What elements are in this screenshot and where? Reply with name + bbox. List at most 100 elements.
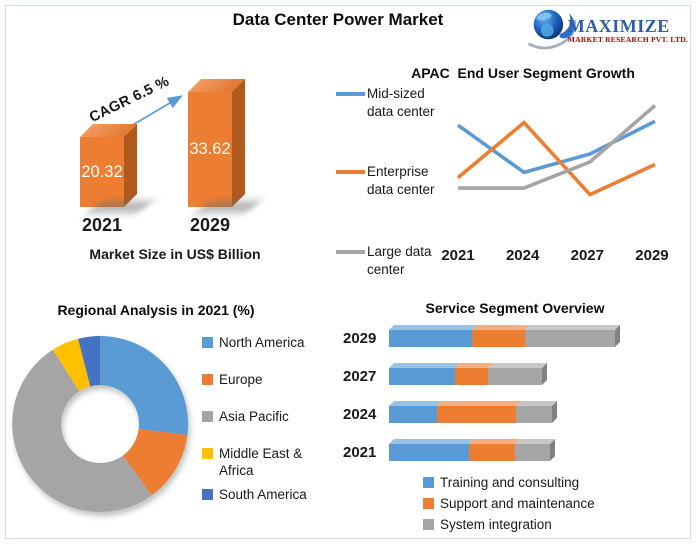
- stacked-legend: Training and consulting Support and main…: [423, 472, 595, 535]
- stacked-bars-area: 2029 2027 2024 2021: [343, 325, 620, 482]
- legend-item-south-america: South America: [202, 486, 327, 503]
- bar-shadow: [87, 201, 153, 213]
- legend-item-mid-sized: Mid-sized data center: [336, 85, 440, 121]
- segment-1: [455, 363, 493, 385]
- legend-item-large: Large data center: [336, 243, 440, 279]
- legend-label: Mid-sized data center: [367, 86, 435, 119]
- bar-end-cap: [615, 325, 620, 347]
- swatch-icon: [202, 337, 213, 348]
- x-tick: 2027: [570, 247, 604, 264]
- pie-segment-0: [100, 336, 188, 435]
- bar-label-2021: 2021: [81, 215, 123, 235]
- segment-top-face: [525, 325, 620, 330]
- stacked-bar-row-2029: 2029: [343, 325, 620, 347]
- segment-1: [472, 325, 530, 347]
- segment-top-face: [515, 439, 555, 444]
- pie-segment-1: [122, 428, 188, 496]
- bar-side-face: [124, 124, 137, 207]
- bar-front-face: 20.32: [80, 137, 124, 207]
- legend-item-north-america: North America: [202, 334, 327, 351]
- donut-chart: [12, 336, 188, 512]
- pie-segment-4: [78, 336, 100, 387]
- bar-label-2029: 2029: [189, 215, 231, 235]
- segment-2: [516, 401, 557, 423]
- segment-top-face: [389, 401, 442, 406]
- segment-top-face: [389, 439, 474, 444]
- swatch-icon: [202, 448, 213, 459]
- row-label: 2021: [343, 444, 377, 461]
- logo-text: MAXIMIZE MARKET RESEARCH PVT. LTD.: [567, 16, 688, 44]
- logo-name: MAXIMIZE: [567, 16, 670, 36]
- bar-2029: 33.62: [188, 79, 261, 213]
- segment-1: [469, 439, 520, 461]
- line-swatch-icon: [336, 250, 365, 254]
- stacked-bar-row-2021: 2021: [343, 439, 615, 461]
- legend-label: Asia Pacific: [219, 409, 289, 424]
- segment-2: [525, 325, 620, 347]
- line-series-1: [456, 120, 656, 197]
- legend-label: Middle East & Africa: [219, 446, 303, 478]
- row-label: 2027: [343, 368, 377, 385]
- chart-title-regional: Regional Analysis in 2021 (%): [57, 302, 255, 318]
- market-size-chart: CAGR 6.5 % 20.32 33.62 2021 2029 Market …: [30, 60, 320, 285]
- bar-end-cap: [552, 401, 557, 423]
- segment-top-face: [488, 363, 547, 368]
- chart-title-service: Service Segment Overview: [425, 300, 605, 316]
- segment-1: [437, 401, 521, 423]
- line-swatch-icon: [336, 170, 365, 174]
- bar-shadow: [195, 201, 261, 213]
- bar-value-2021: 20.32: [81, 162, 123, 181]
- bar-value-2029: 33.62: [189, 140, 231, 158]
- swatch-icon: [423, 498, 434, 509]
- segment-2: [515, 439, 555, 461]
- legend-label: Support and maintenance: [440, 496, 595, 511]
- line-series-2: [458, 104, 657, 190]
- segment-top-face: [389, 363, 460, 368]
- stacked-bar-row-2027: 2027: [343, 363, 615, 385]
- legend-label: Large data center: [367, 244, 432, 277]
- stacked-bar-row-2024: 2024: [343, 401, 615, 423]
- pie-segment-3: [52, 338, 91, 392]
- swatch-icon: [202, 489, 213, 500]
- apac-growth-chart: APAC End User Segment Growth Mid-sized d…: [332, 55, 694, 287]
- legend-label: South America: [219, 487, 307, 502]
- page-title: Data Center Power Market: [232, 10, 444, 29]
- swatch-icon: [202, 411, 213, 422]
- legend-item-middle-east-africa: Middle East & Africa: [202, 445, 327, 479]
- x-tick: 2021: [441, 247, 475, 264]
- company-logo: MAXIMIZE MARKET RESEARCH PVT. LTD.: [525, 4, 688, 52]
- segment-0: [389, 439, 474, 461]
- pie-segment-2: [12, 349, 152, 512]
- legend-label: System integration: [440, 517, 552, 532]
- bar-end-cap: [550, 439, 555, 461]
- bar-side-face: [232, 79, 245, 207]
- legend-item-support: Support and maintenance: [423, 493, 595, 514]
- segment-top-face: [437, 401, 521, 406]
- legend-item-system: System integration: [423, 514, 595, 535]
- bar-end-cap: [542, 363, 547, 385]
- legend-label: Europe: [219, 372, 263, 387]
- swatch-icon: [202, 374, 213, 385]
- legend-item-enterprise: Enterprise data center: [336, 163, 440, 199]
- row-label: 2024: [343, 406, 377, 423]
- segment-0: [389, 325, 477, 347]
- axis-caption: Market Size in US$ Billion: [89, 246, 261, 262]
- logo-subtitle: MARKET RESEARCH PVT. LTD.: [567, 35, 688, 44]
- swatch-icon: [423, 519, 434, 530]
- legend-label: Training and consulting: [440, 475, 580, 490]
- segment-top-face: [469, 439, 520, 444]
- segment-0: [389, 363, 460, 385]
- x-tick: 2029: [635, 247, 669, 264]
- bar-2021: 20.32: [80, 124, 153, 213]
- x-axis-labels: 2021 2024 2027 2029: [436, 247, 674, 264]
- stacked-bar: [389, 401, 557, 423]
- legend-item-asia-pacific: Asia Pacific: [202, 408, 327, 425]
- swatch-icon: [423, 477, 434, 488]
- cagr-annotation: CAGR 6.5 %: [86, 73, 173, 126]
- segment-top-face: [472, 325, 530, 330]
- stacked-bar: [389, 439, 555, 461]
- legend-item-training: Training and consulting: [423, 472, 595, 493]
- line-swatch-icon: [336, 92, 365, 96]
- legend-label: Enterprise data center: [367, 164, 435, 197]
